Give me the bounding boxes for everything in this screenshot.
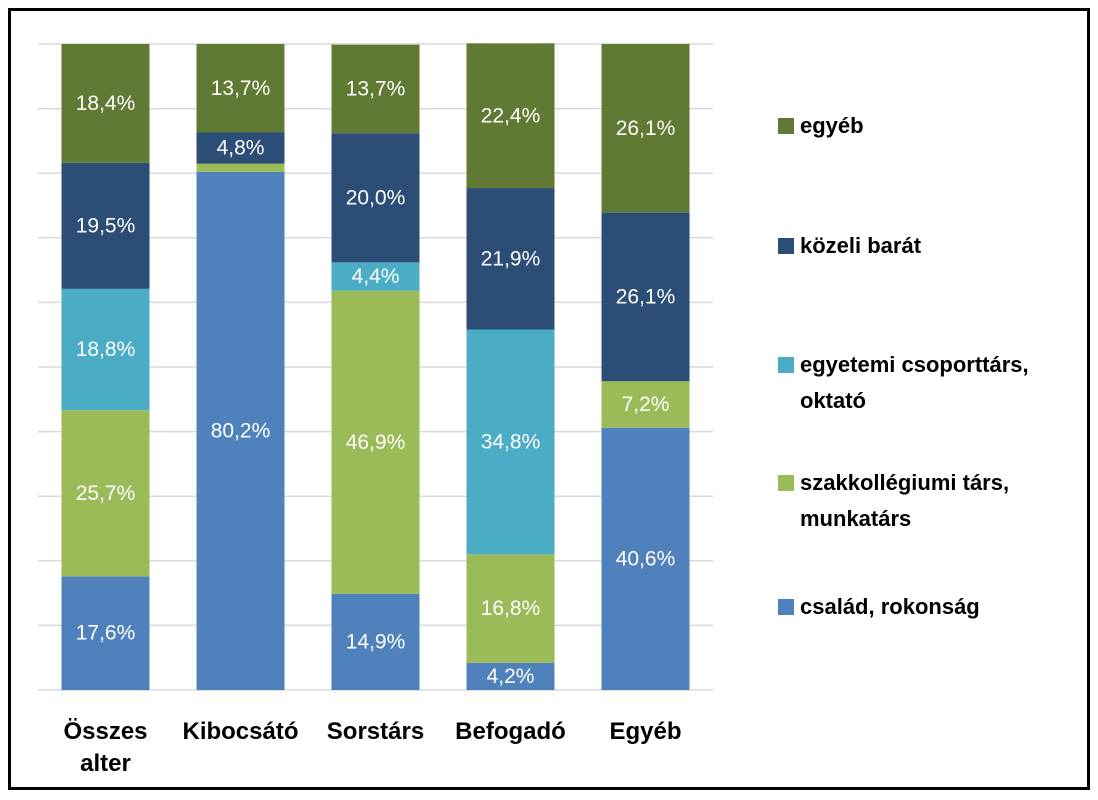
data-label: 4,8% xyxy=(217,137,265,160)
x-tick-label: Sorstárs xyxy=(326,718,425,745)
bar-segment xyxy=(61,410,150,577)
legend-entry: egyéb xyxy=(778,108,1078,144)
legend-entry: egyetemi csoporttárs, oktató xyxy=(778,347,1078,419)
legend-entry: szakkollégiumi társ, munkatárs xyxy=(778,465,1078,537)
x-tick-label: Kibocsátó xyxy=(182,718,299,745)
legend-label: család, rokonság xyxy=(800,594,980,619)
data-label: 4,2% xyxy=(487,665,535,688)
bar-segment xyxy=(601,381,690,428)
data-label: 34,8% xyxy=(481,430,541,453)
bar-segment xyxy=(61,576,150,690)
legend-label: egyetemi csoporttárs, oktató xyxy=(800,352,1029,413)
data-label: 13,7% xyxy=(211,77,271,100)
bar-segment xyxy=(331,290,420,594)
bar-segment xyxy=(466,662,555,690)
legend-entry: család, rokonság xyxy=(778,589,1078,625)
data-label: 26,1% xyxy=(616,117,676,140)
legend-swatch xyxy=(778,238,794,254)
x-tick-label: Összes alter xyxy=(63,718,148,777)
legend-label: egyéb xyxy=(800,113,864,138)
bar-segment xyxy=(466,188,555,330)
legend-label: közeli barát xyxy=(800,233,922,258)
bar-segment xyxy=(331,593,420,690)
data-label: 13,7% xyxy=(346,77,406,100)
x-tick-label: Befogadó xyxy=(455,718,566,745)
bar-segment xyxy=(601,44,690,213)
data-label: 17,6% xyxy=(76,622,136,645)
data-label: 25,7% xyxy=(76,482,136,505)
data-label: 40,6% xyxy=(616,547,676,570)
legend-swatch xyxy=(778,118,794,134)
data-label: 16,8% xyxy=(481,597,541,620)
data-label: 7,2% xyxy=(622,393,670,416)
data-label: 19,5% xyxy=(76,214,136,237)
bar-segment xyxy=(331,262,420,291)
bar-segment xyxy=(196,171,285,690)
data-label: 14,9% xyxy=(346,630,406,653)
data-label: 21,9% xyxy=(481,247,541,270)
data-label: 46,9% xyxy=(346,431,406,454)
bar-segment xyxy=(601,212,690,382)
bar-segment xyxy=(601,427,690,690)
data-label: 18,8% xyxy=(76,338,136,361)
bar-segment xyxy=(331,44,420,134)
data-label: 20,0% xyxy=(346,186,406,209)
legend-swatch xyxy=(778,475,794,491)
bar-segment xyxy=(196,44,285,133)
legend-swatch xyxy=(778,357,794,373)
bar-segment xyxy=(331,133,420,263)
data-label: 80,2% xyxy=(211,420,271,443)
legend-entry: közeli barát xyxy=(778,228,1078,264)
data-label: 18,4% xyxy=(76,92,136,115)
bar-segment xyxy=(61,288,150,411)
legend-swatch xyxy=(778,599,794,615)
data-label: 26,1% xyxy=(616,285,676,308)
bar-segment xyxy=(196,163,285,172)
bar-segment xyxy=(466,329,555,555)
bar-segment xyxy=(61,162,150,289)
bar-segment xyxy=(466,554,555,663)
bar-segment xyxy=(466,43,555,189)
data-label: 4,4% xyxy=(352,265,400,288)
data-label: 22,4% xyxy=(481,104,541,127)
bar-segment xyxy=(196,132,285,164)
bar-segment xyxy=(61,44,150,163)
legend-label: szakkollégiumi társ, munkatárs xyxy=(800,470,1010,531)
x-tick-label: Egyéb xyxy=(609,718,682,745)
